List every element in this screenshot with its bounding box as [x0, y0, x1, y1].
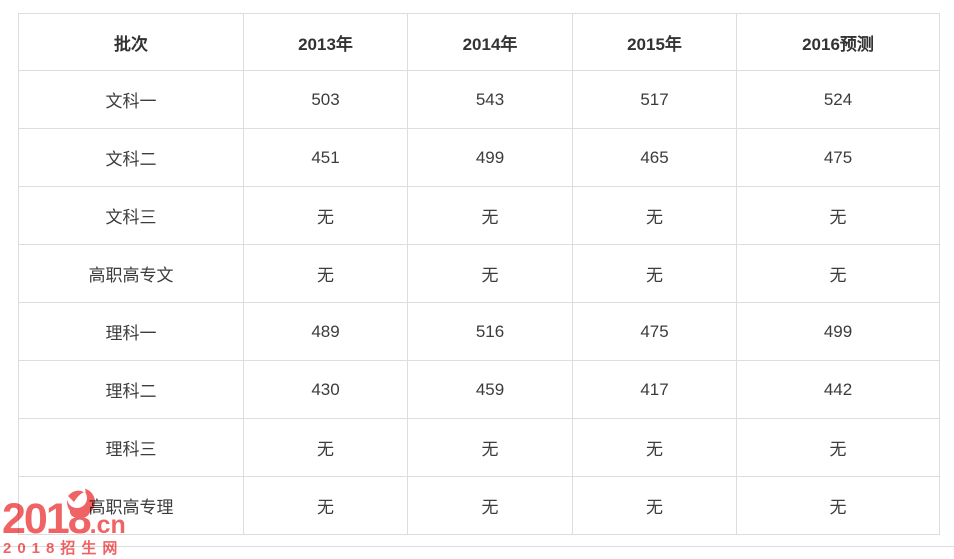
- column-header-2014: 2014年: [407, 13, 573, 71]
- score-cell: 无: [572, 244, 737, 303]
- score-cell: 475: [736, 128, 940, 187]
- score-cell: 503: [243, 70, 408, 129]
- table-row: 理科二 430 459 417 442: [18, 360, 940, 419]
- batch-label-cell: 文科二: [18, 128, 244, 187]
- batch-label-cell: 理科二: [18, 360, 244, 419]
- score-cell: 无: [407, 186, 573, 245]
- column-header-2013: 2013年: [243, 13, 408, 71]
- score-cell: 无: [243, 418, 408, 477]
- score-cell: 无: [407, 476, 573, 535]
- score-cell: 524: [736, 70, 940, 129]
- score-cell: 543: [407, 70, 573, 129]
- score-cell: 475: [572, 302, 737, 361]
- score-cell: 无: [736, 244, 940, 303]
- column-header-batch: 批次: [18, 13, 244, 71]
- score-cell: 517: [572, 70, 737, 129]
- batch-label-cell: 理科一: [18, 302, 244, 361]
- table-row: 文科二 451 499 465 475: [18, 128, 940, 187]
- score-cell: 451: [243, 128, 408, 187]
- batch-label-cell: 高职高专理: [18, 476, 244, 535]
- score-cell: 442: [736, 360, 940, 419]
- watermark-site-name: 2018招生网: [3, 540, 124, 557]
- score-cell: 无: [736, 418, 940, 477]
- score-cell: 无: [736, 476, 940, 535]
- table-row: 高职高专理 无 无 无 无: [18, 476, 940, 535]
- score-table: 批次 2013年 2014年 2015年 2016预测 文科一 503 543 …: [18, 13, 940, 535]
- bottom-divider: [0, 546, 954, 547]
- score-cell: 无: [572, 186, 737, 245]
- score-cell: 465: [572, 128, 737, 187]
- table-row: 高职高专文 无 无 无 无: [18, 244, 940, 303]
- table-row: 文科三 无 无 无 无: [18, 186, 940, 245]
- score-cell: 499: [736, 302, 940, 361]
- score-cell: 459: [407, 360, 573, 419]
- score-cell: 489: [243, 302, 408, 361]
- batch-label-cell: 理科三: [18, 418, 244, 477]
- score-cell: 无: [243, 186, 408, 245]
- table-row: 文科一 503 543 517 524: [18, 70, 940, 129]
- score-cell: 417: [572, 360, 737, 419]
- score-cell: 无: [736, 186, 940, 245]
- column-header-2016-forecast: 2016预测: [736, 13, 940, 71]
- score-cell: 499: [407, 128, 573, 187]
- header-row: 批次 2013年 2014年 2015年 2016预测: [18, 13, 940, 71]
- score-cell: 430: [243, 360, 408, 419]
- batch-label-cell: 文科一: [18, 70, 244, 129]
- table-row: 理科一 489 516 475 499: [18, 302, 940, 361]
- batch-label-cell: 文科三: [18, 186, 244, 245]
- score-cell: 无: [572, 418, 737, 477]
- column-header-2015: 2015年: [572, 13, 737, 71]
- score-cell: 无: [407, 244, 573, 303]
- score-cell: 无: [243, 476, 408, 535]
- score-cell: 无: [407, 418, 573, 477]
- table-row: 理科三 无 无 无 无: [18, 418, 940, 477]
- score-cell: 无: [243, 244, 408, 303]
- score-cell: 516: [407, 302, 573, 361]
- batch-label-cell: 高职高专文: [18, 244, 244, 303]
- score-cell: 无: [572, 476, 737, 535]
